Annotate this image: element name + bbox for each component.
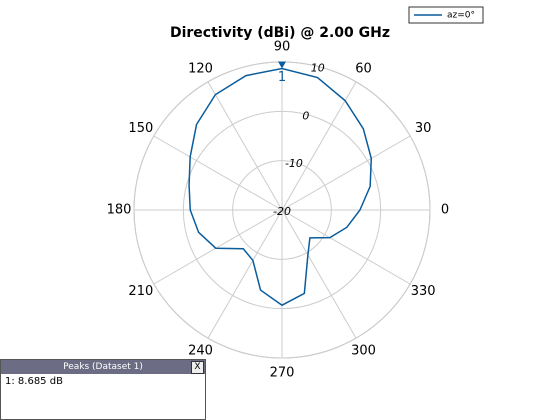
r-tick-label: 0 <box>302 109 309 122</box>
angle-label: 210 <box>128 284 153 299</box>
peaks-window: Peaks (Dataset 1) X 1: 8.685 dB <box>0 359 206 420</box>
angle-label: 330 <box>411 284 436 299</box>
spoke <box>153 209 283 285</box>
peak-marker <box>278 61 286 69</box>
spoke <box>281 209 357 339</box>
angle-label: 270 <box>270 366 295 381</box>
spoke <box>207 209 283 339</box>
angle-label: 120 <box>188 61 213 76</box>
angle-label: 180 <box>107 203 132 218</box>
legend-box <box>408 6 484 24</box>
peak-label: 1 <box>278 70 286 85</box>
r-tick-label: 10 <box>311 61 325 74</box>
angle-label: 300 <box>351 344 376 359</box>
r-tick-label: -20 <box>273 205 291 218</box>
angle-label: 240 <box>188 344 213 359</box>
spoke <box>281 135 411 211</box>
r-tick-label: -10 <box>285 157 303 170</box>
spoke <box>281 209 411 285</box>
angle-label: 150 <box>128 121 153 136</box>
angle-label: 0 <box>441 203 449 218</box>
peak-row: 1: 8.685 dB <box>5 376 63 387</box>
angle-label: 90 <box>274 40 291 55</box>
spoke <box>153 135 283 211</box>
angle-label: 60 <box>355 61 372 76</box>
chart-title: Directivity (dBi) @ 2.00 GHz <box>170 25 390 41</box>
ring <box>182 110 382 310</box>
peaks-title: Peaks (Dataset 1) <box>63 362 143 372</box>
spoke <box>207 81 283 211</box>
angle-label: 30 <box>415 121 432 136</box>
pattern-line <box>188 67 373 307</box>
close-button[interactable]: X <box>191 361 204 374</box>
legend-label: az=0° <box>447 11 475 21</box>
spoke <box>281 81 357 211</box>
peaks-title-bar: Peaks (Dataset 1) X <box>1 360 205 374</box>
ring <box>232 160 332 260</box>
